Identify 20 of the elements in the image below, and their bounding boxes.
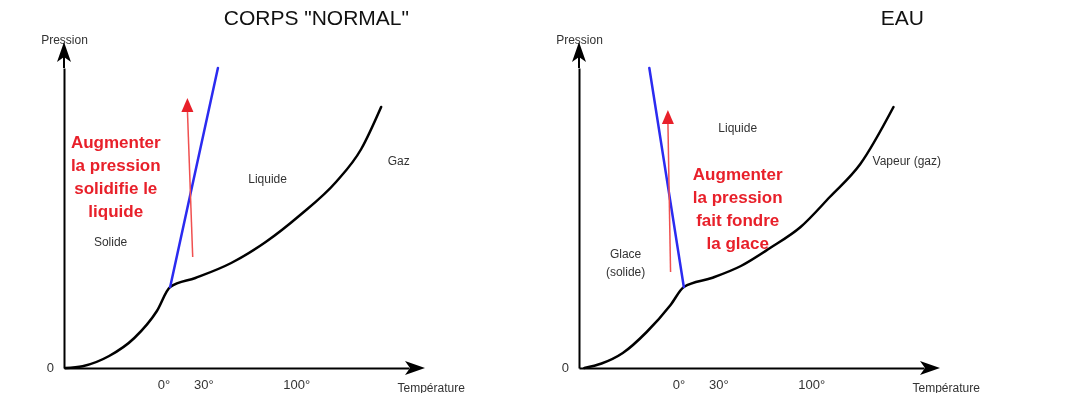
- x-tick-label: 100°: [798, 376, 826, 392]
- x-tick-label: 30°: [193, 376, 214, 392]
- annotation: Gaz: [387, 154, 410, 168]
- chart-title: EAU: [880, 6, 924, 29]
- annotation: 0: [46, 360, 54, 375]
- y-axis-title: Pression: [41, 32, 88, 47]
- y-axis-title: Pression: [556, 32, 603, 47]
- x-tick-label: 30°: [708, 376, 729, 392]
- annotation: Augmenter la pression solidifie le liquide: [70, 133, 161, 221]
- annotation: Solide: [93, 235, 128, 249]
- chart-title: CORPS "NORMAL": [223, 6, 409, 29]
- annotation: Liquide: [248, 172, 288, 186]
- annotation: Glace (solide): [605, 247, 646, 279]
- annotation: Liquide: [718, 121, 758, 135]
- annotation: Augmenter la pression fait fondre la glace: [692, 164, 783, 253]
- x-tick-label: 0°: [157, 376, 171, 392]
- x-tick-label: 100°: [283, 376, 311, 392]
- annotation: Vapeur (gaz): [872, 154, 941, 168]
- x-tick-label: 0°: [672, 376, 686, 392]
- annotation: 0: [561, 360, 569, 375]
